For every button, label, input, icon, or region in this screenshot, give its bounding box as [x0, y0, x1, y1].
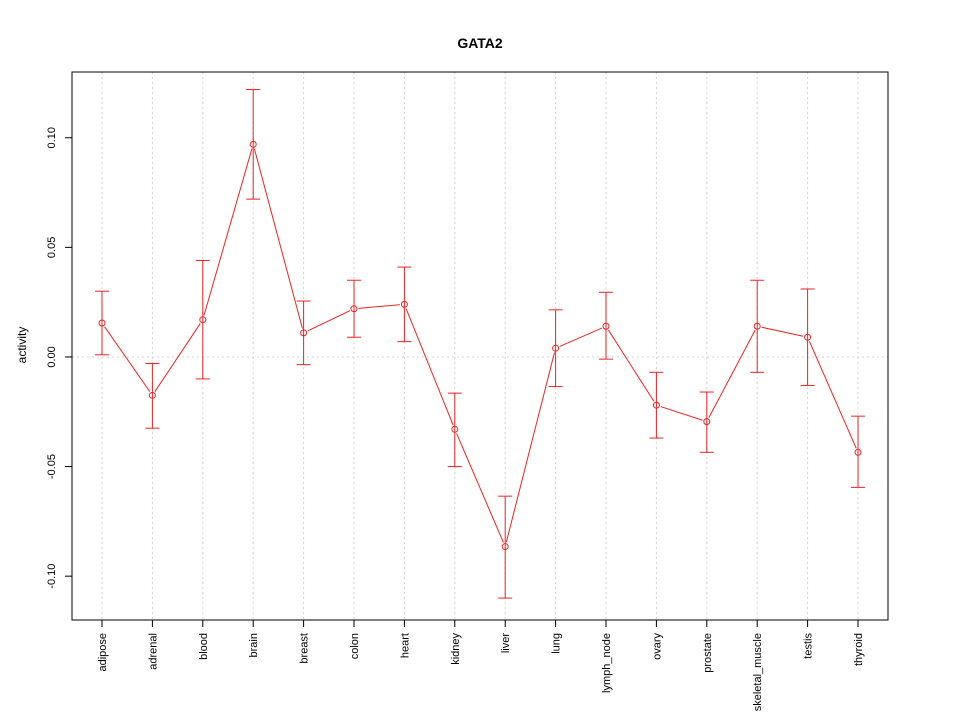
data-point-adrenal: [148, 391, 156, 399]
series-segment-adipose: [104, 326, 151, 392]
y-tick-label-0: -0.10: [46, 564, 58, 589]
error-bar-thyroid: [851, 415, 865, 488]
data-point-blood: [199, 316, 207, 324]
data-point-thyroid: [854, 448, 862, 456]
series-segment-kidney: [456, 433, 504, 543]
x-tick-label-adipose: adipose: [97, 633, 109, 672]
series-segment-ovary: [660, 406, 703, 421]
data-point-ovary: [652, 401, 660, 409]
error-bar-heart: [397, 266, 412, 343]
error-bar-ovary: [649, 371, 664, 439]
x-tick-label-colon: colon: [349, 633, 361, 659]
y-tick-label-4: 0.10: [46, 127, 58, 148]
series-segment-brain: [253, 148, 303, 329]
data-point-colon: [350, 305, 358, 313]
error-bar-testis: [800, 288, 815, 386]
y-tick-label-3: 0.05: [46, 237, 58, 258]
series-segment-liver: [505, 352, 555, 543]
x-tick-label-heart: heart: [399, 633, 411, 658]
error-bar-kidney: [447, 392, 462, 468]
data-point-lymph_node: [602, 322, 610, 330]
error-bar-blood: [195, 260, 210, 380]
error-bar-adipose: [95, 290, 109, 356]
chart-title: GATA2: [457, 35, 503, 51]
series-segment-heart: [405, 308, 454, 426]
plot-frame: [71, 71, 889, 621]
error-bar-liver: [498, 495, 513, 599]
error-bar-lymph_node: [599, 291, 613, 360]
x-tick-label-kidney: kidney: [450, 633, 462, 665]
x-tick-label-blood: blood: [198, 633, 210, 660]
data-point-prostate: [703, 418, 711, 426]
x-tick-label-adrenal: adrenal: [147, 633, 159, 670]
series-segment-lymph_node: [608, 329, 655, 402]
error-bar-prostate: [699, 391, 714, 453]
error-bar-colon: [347, 279, 361, 338]
error-bar-adrenal: [145, 363, 160, 429]
x-tick-label-skeletal_muscle: skeletal_muscle: [752, 633, 764, 711]
series-segment-adrenal: [154, 323, 201, 392]
series-segment-blood: [203, 148, 253, 316]
x-tick-label-ovary: ovary: [651, 633, 663, 660]
x-tick-label-brain: brain: [248, 633, 260, 657]
error-bar-lung: [548, 309, 563, 388]
y-axis-label: activity: [15, 327, 29, 364]
data-layer: [95, 89, 865, 599]
data-point-kidney: [451, 425, 459, 433]
series-segment-prostate: [708, 330, 756, 418]
series-segment-skeletal_muscle: [761, 326, 804, 337]
y-tick-label-1: -0.05: [46, 454, 58, 479]
data-point-brain: [249, 140, 257, 148]
series-segment-testis: [808, 341, 857, 449]
data-point-heart: [400, 300, 408, 308]
data-point-lung: [552, 344, 560, 352]
data-point-liver: [501, 543, 509, 551]
data-point-skeletal_muscle: [753, 322, 761, 330]
axis-layer: -0.10 -0.05 0.00 0.05 0.10 adipose adrenal bloo…: [46, 127, 865, 711]
series-segment-colon: [358, 304, 400, 309]
x-tick-label-prostate: prostate: [702, 633, 714, 673]
data-point-breast: [300, 329, 308, 337]
y-tick-label-2: 0.00: [46, 346, 58, 367]
x-tick-label-testis: testis: [803, 633, 815, 659]
grid-layer: [72, 72, 888, 620]
series-segment-breast: [307, 310, 351, 332]
error-bar-brain: [246, 89, 261, 200]
error-bar-breast: [296, 300, 311, 366]
data-point-adipose: [98, 319, 106, 327]
x-tick-label-liver: liver: [500, 633, 512, 654]
x-tick-label-thyroid: thyroid: [853, 633, 865, 666]
x-tick-label-lymph_node: lymph_node: [601, 633, 613, 693]
data-point-testis: [804, 333, 812, 341]
x-tick-label-breast: breast: [299, 633, 311, 664]
series-segment-lung: [559, 327, 603, 347]
x-tick-label-lung: lung: [551, 633, 563, 654]
error-bar-skeletal_muscle: [750, 279, 765, 373]
